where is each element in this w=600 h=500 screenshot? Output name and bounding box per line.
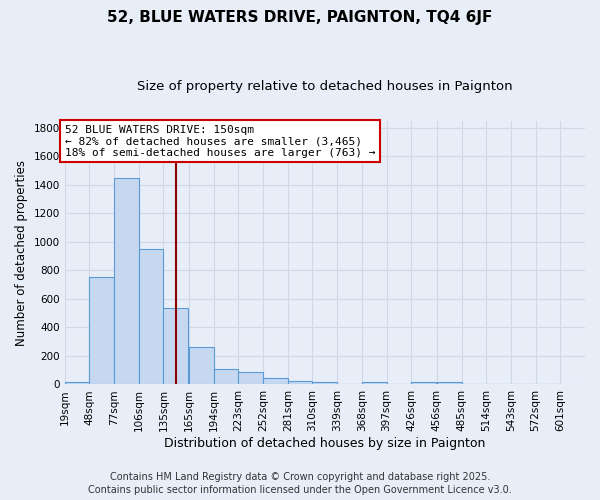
- Text: 52 BLUE WATERS DRIVE: 150sqm
← 82% of detached houses are smaller (3,465)
18% of: 52 BLUE WATERS DRIVE: 150sqm ← 82% of de…: [65, 125, 375, 158]
- Bar: [362, 382, 386, 384]
- Bar: [163, 308, 188, 384]
- Bar: [114, 178, 139, 384]
- Text: Contains HM Land Registry data © Crown copyright and database right 2025.
Contai: Contains HM Land Registry data © Crown c…: [88, 472, 512, 495]
- Bar: [411, 382, 436, 384]
- Bar: [263, 378, 288, 384]
- Bar: [189, 346, 214, 385]
- Bar: [437, 382, 461, 384]
- Bar: [214, 369, 238, 384]
- Title: Size of property relative to detached houses in Paignton: Size of property relative to detached ho…: [137, 80, 512, 93]
- Bar: [89, 278, 114, 384]
- Bar: [139, 249, 163, 384]
- Y-axis label: Number of detached properties: Number of detached properties: [15, 160, 28, 346]
- Bar: [65, 382, 89, 384]
- Bar: [313, 382, 337, 384]
- Bar: [238, 372, 263, 384]
- X-axis label: Distribution of detached houses by size in Paignton: Distribution of detached houses by size …: [164, 437, 485, 450]
- Text: 52, BLUE WATERS DRIVE, PAIGNTON, TQ4 6JF: 52, BLUE WATERS DRIVE, PAIGNTON, TQ4 6JF: [107, 10, 493, 25]
- Bar: [288, 381, 313, 384]
